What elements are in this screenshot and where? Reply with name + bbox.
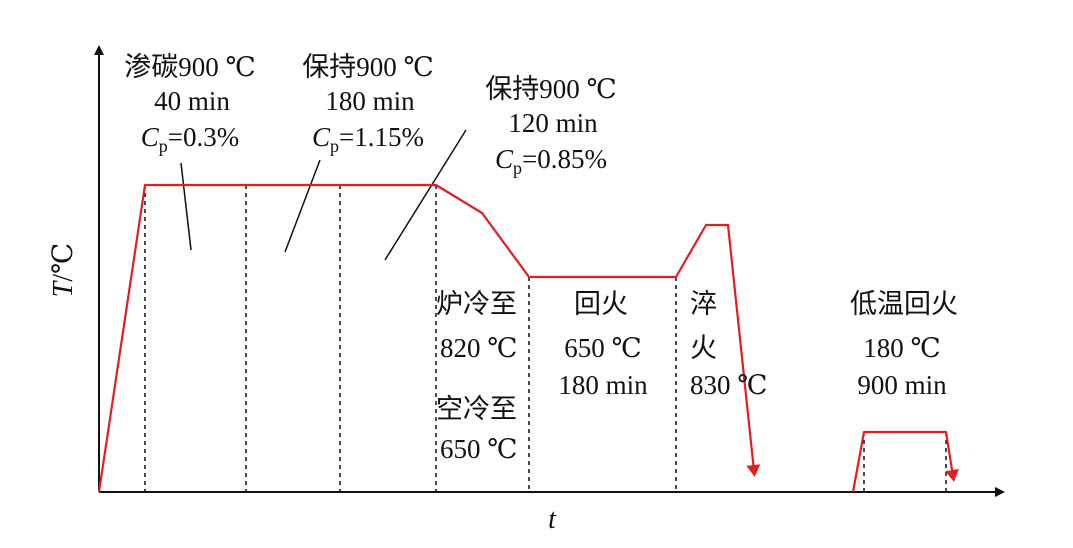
y-axis-symbol: T: [48, 279, 79, 297]
stage-dividers: [144, 185, 947, 492]
y-axis-label: T/℃: [48, 243, 79, 298]
temper-line1: 回火: [574, 289, 628, 319]
temperature-curve-main: [97, 183, 761, 493]
hold1-line1: 保持900 ℃: [302, 52, 433, 82]
carburize-line2: 40 min: [154, 86, 230, 116]
temper-line3: 180 min: [558, 370, 648, 400]
hold1-cp-value: =1.15%: [339, 122, 424, 152]
carburize-line1: 渗碳900 ℃: [124, 52, 255, 82]
hold2-line1: 保持900 ℃: [485, 74, 616, 104]
hold1-cp: Cp=1.15%: [312, 122, 424, 156]
hold2-cp-sub: p: [513, 158, 522, 178]
carburize-cp-sub: p: [159, 136, 168, 156]
low-temper-line2: 180 ℃: [863, 333, 940, 363]
hold2-cp-symbol: C: [495, 144, 514, 174]
air-cool-line1: 空冷至: [436, 394, 517, 424]
furnace-cool-line1: 炉冷至: [436, 289, 517, 319]
low-temper-line3: 900 min: [857, 370, 947, 400]
hold1-cp-sub: p: [330, 136, 339, 156]
label-temper: 回火 650 ℃ 180 min: [558, 289, 648, 400]
low-temper-line1: 低温回火: [850, 289, 958, 319]
temperature-curve-low-temper: [851, 430, 959, 493]
quench-line3: 830 ℃: [690, 370, 767, 400]
y-axis-unit: /℃: [48, 243, 79, 282]
label-quench: 淬 火 830 ℃: [690, 289, 767, 400]
x-axis-label: t: [548, 504, 557, 535]
furnace-cool-line2: 820 ℃: [440, 333, 517, 363]
hold2-line2: 120 min: [508, 108, 598, 138]
temper-line2: 650 ℃: [564, 333, 641, 363]
leader-carburize: [180, 162, 192, 251]
hold2-cp-value: =0.85%: [522, 144, 607, 174]
carburize-cp-symbol: C: [141, 122, 160, 152]
leader-hold2: [384, 129, 467, 261]
carburize-cp: Cp=0.3%: [141, 122, 239, 156]
label-hold1: 保持900 ℃ 180 min Cp=1.15%: [302, 52, 433, 156]
hold2-cp: Cp=0.85%: [495, 144, 607, 178]
label-cooling: 炉冷至 820 ℃ 空冷至 650 ℃: [436, 289, 517, 464]
air-cool-line2: 650 ℃: [440, 434, 517, 464]
leader-hold1: [284, 159, 321, 253]
hold1-cp-symbol: C: [312, 122, 331, 152]
quench-line2: 火: [690, 333, 717, 363]
label-hold2: 保持900 ℃ 120 min Cp=0.85%: [485, 74, 616, 178]
carburize-cp-value: =0.3%: [168, 122, 239, 152]
label-low-temper: 低温回火 180 ℃ 900 min: [850, 289, 958, 400]
label-carburize: 渗碳900 ℃ 40 min Cp=0.3%: [124, 52, 255, 156]
quench-line1: 淬: [690, 289, 717, 319]
leader-lines: [180, 129, 467, 261]
hold1-line2: 180 min: [325, 86, 415, 116]
